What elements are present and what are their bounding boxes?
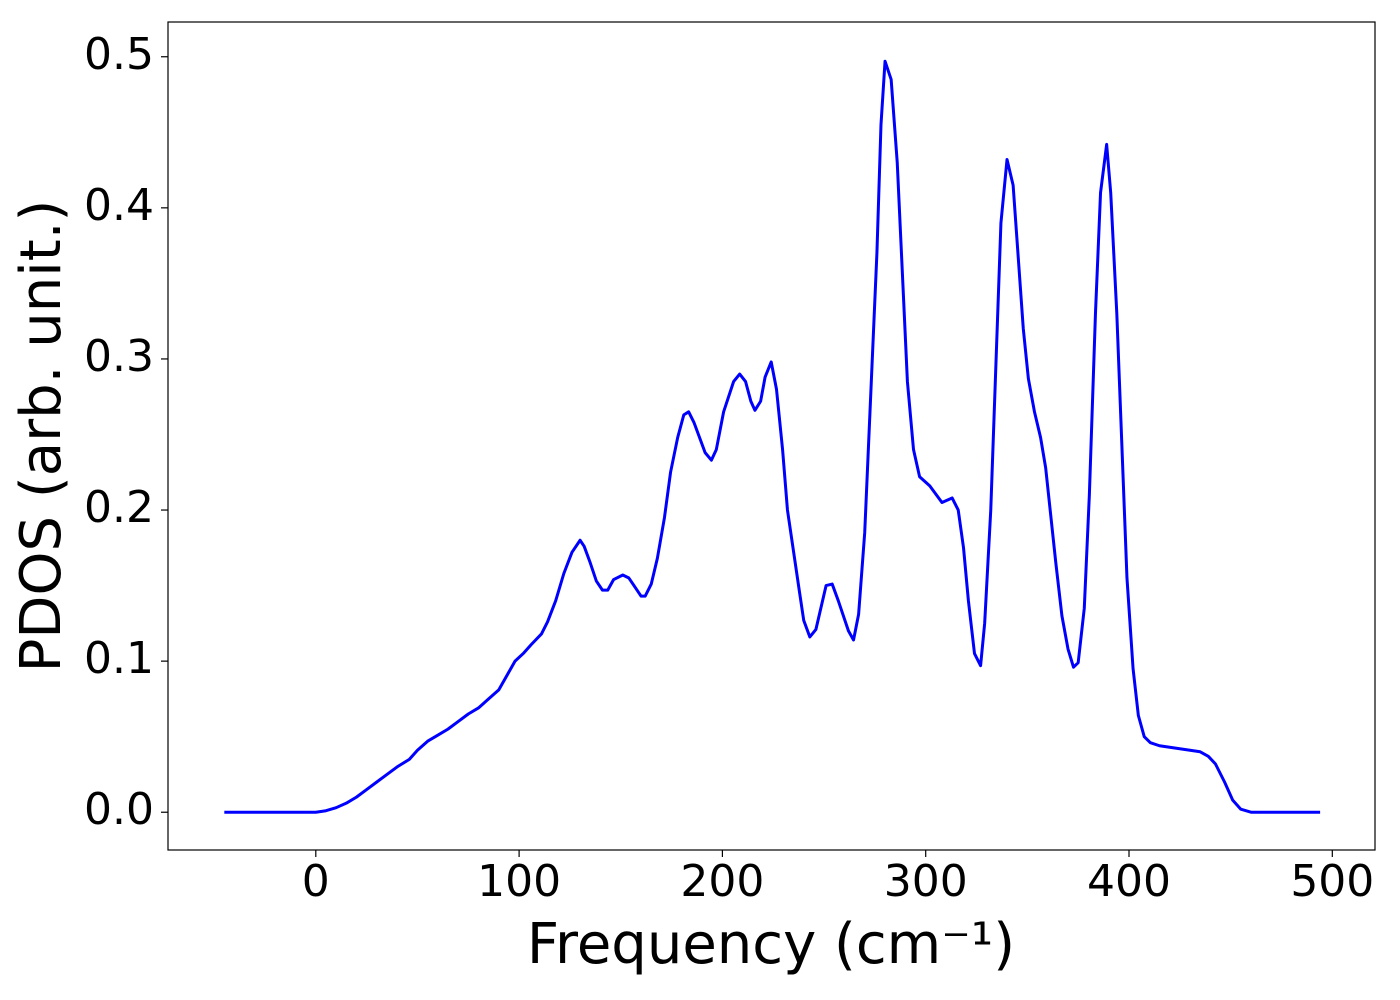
y-tick-label: 0.1	[84, 633, 154, 684]
x-tick-label: 100	[477, 856, 561, 907]
y-tick-label: 0.4	[84, 180, 154, 231]
plot-frame	[167, 21, 1376, 851]
x-tick-label: 400	[1087, 856, 1171, 907]
x-tick-label: 300	[884, 856, 968, 907]
x-tick-label: 0	[302, 856, 330, 907]
y-tick-label: 0.5	[84, 29, 154, 80]
y-tick-label: 0.3	[84, 331, 154, 382]
x-tick-label: 200	[680, 856, 764, 907]
data-line	[224, 59, 1321, 814]
y-tick-label: 0.2	[84, 482, 154, 533]
y-tick-label: 0.0	[84, 784, 154, 835]
x-tick-label: 500	[1290, 856, 1374, 907]
y-axis-label: PDOS (arb. unit.)	[9, 200, 74, 673]
x-axis-label: Frequency (cm⁻¹)	[527, 912, 1015, 977]
